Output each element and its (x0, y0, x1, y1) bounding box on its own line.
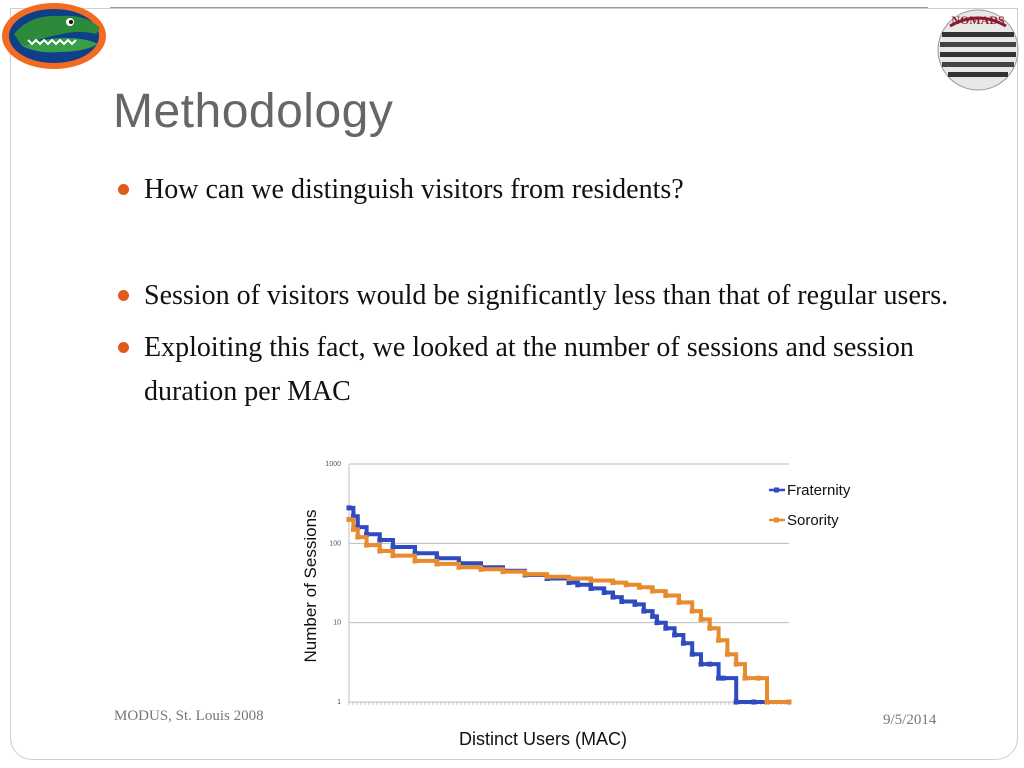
data-point (588, 585, 594, 591)
data-point (623, 582, 629, 588)
data-point (346, 505, 352, 511)
data-point (434, 561, 440, 567)
data-point (575, 582, 581, 588)
data-point (689, 608, 695, 614)
data-point (654, 620, 660, 626)
data-point (764, 699, 770, 705)
y-tick-label: 1 (337, 699, 341, 706)
data-point (610, 580, 616, 586)
data-point (680, 640, 686, 646)
data-point (632, 601, 638, 607)
data-point (566, 576, 572, 582)
data-point (619, 598, 625, 604)
legend-marker (774, 517, 779, 523)
y-axis-label: Number of Sessions (301, 509, 320, 662)
data-point (724, 651, 730, 657)
y-tick-label: 1000 (325, 461, 341, 468)
data-point (650, 613, 656, 619)
data-point (650, 588, 656, 594)
legend-label: Sorority (787, 512, 839, 529)
y-tick-labels: 1000 100 10 1 (325, 461, 341, 706)
data-point (588, 578, 594, 584)
y-tick-label: 10 (333, 620, 341, 627)
chart-series (346, 505, 792, 705)
data-point (663, 625, 669, 631)
sessions-chart: 1000 100 10 1 Number of Sessions Distinct U… (301, 461, 851, 749)
data-point (355, 524, 361, 530)
bullet-text: Session of visitors would be significant… (144, 280, 949, 311)
data-point (676, 599, 682, 605)
slide-title: Methodology (113, 85, 394, 138)
data-point (755, 675, 761, 681)
data-point (390, 553, 396, 559)
data-point (355, 534, 361, 540)
series-line (349, 505, 789, 704)
bullet-item: Session of visitors would be significant… (116, 274, 976, 318)
footer-conference: MODUS, St. Louis 2008 (114, 708, 264, 724)
bullet-text: How can we distinguish visitors from res… (144, 174, 684, 205)
data-point (377, 548, 383, 554)
top-rule (110, 7, 928, 8)
legend-item-fraternity: Fraternity (769, 482, 851, 499)
bullet-text: Exploiting this fact, we looked at the n… (144, 332, 914, 407)
data-point (412, 558, 418, 564)
gator-logo (2, 3, 106, 69)
y-tick-label: 100 (329, 540, 341, 547)
data-point (733, 661, 739, 667)
data-point (456, 564, 462, 570)
data-point (786, 699, 792, 705)
bullet-dot-icon (118, 184, 129, 195)
data-point (636, 584, 642, 590)
data-point (412, 550, 418, 556)
data-point (610, 594, 616, 600)
data-point (350, 526, 356, 532)
legend-item-sorority: Sorority (769, 512, 839, 529)
data-point (663, 593, 669, 599)
data-point (478, 566, 484, 572)
legend-label: Fraternity (787, 482, 851, 499)
nomads-logo: NOMADS (932, 2, 1024, 94)
data-point (377, 537, 383, 543)
footer-date: 9/5/2014 (883, 712, 937, 728)
nomads-logo-text: NOMADS (951, 13, 1005, 27)
data-point (522, 571, 528, 577)
series-sorority (346, 516, 792, 705)
bullet-dot-icon (118, 342, 129, 353)
data-point (689, 651, 695, 657)
data-point (364, 542, 370, 548)
data-point (390, 544, 396, 550)
data-point (698, 616, 704, 622)
data-point (364, 531, 370, 537)
data-point (716, 637, 722, 643)
x-axis-label: Distinct Users (MAC) (459, 729, 627, 749)
slide-frame (10, 8, 1018, 760)
data-point (707, 661, 713, 667)
data-point (500, 569, 506, 575)
bullet-item: Exploiting this fact, we looked at the n… (116, 326, 976, 414)
data-point (641, 608, 647, 614)
data-point (346, 516, 352, 522)
bullet-item: How can we distinguish visitors from res… (116, 168, 976, 212)
data-point (350, 513, 356, 519)
data-point (720, 675, 726, 681)
data-point (751, 699, 757, 705)
data-point (672, 632, 678, 638)
data-point (544, 574, 550, 580)
data-point (742, 675, 748, 681)
series-fraternity (346, 505, 792, 705)
chart-legend: Fraternity Sorority (769, 482, 851, 529)
data-point (566, 580, 572, 586)
data-point (733, 699, 739, 705)
data-point (716, 675, 722, 681)
bullet-dot-icon (118, 290, 129, 301)
data-point (707, 625, 713, 631)
data-point (698, 661, 704, 667)
bullet-list: How can we distinguish visitors from res… (116, 168, 976, 414)
data-point (434, 555, 440, 561)
legend-marker (774, 487, 779, 493)
data-point (601, 590, 607, 596)
